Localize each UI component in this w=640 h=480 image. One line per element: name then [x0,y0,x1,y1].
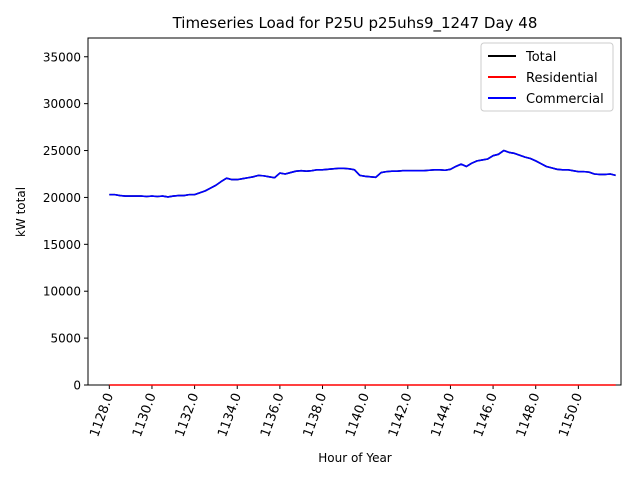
y-tick-label: 20000 [43,191,81,205]
y-tick-label: 10000 [43,285,81,299]
x-axis-label: Hour of Year [318,451,392,465]
legend-item-residential: Residential [488,71,598,86]
y-tick-label: 0 [73,379,81,393]
y-tick-label: 15000 [43,238,81,252]
y-tick-label: 25000 [43,144,81,158]
y-tick-label: 5000 [50,332,81,346]
legend-label-commercial: Commercial [526,92,604,107]
legend-label-residential: Residential [526,71,598,86]
legend-item-total: Total [488,50,556,65]
chart-title: Timeseries Load for P25U p25uhs9_1247 Da… [172,14,538,33]
y-tick-label: 35000 [43,50,81,64]
y-axis-label: kW total [14,187,28,237]
legend-box [480,42,614,112]
legend-item-commercial: Commercial [488,92,604,107]
legend: Total Residential Commercial [480,42,614,112]
series-line-commercial [109,149,616,198]
y-axis: 0 5000 10000 15000 20000 25000 30000 35000 [43,50,88,393]
y-tick-label: 30000 [43,97,81,111]
series-lines [109,149,616,386]
legend-label-total: Total [525,50,556,65]
